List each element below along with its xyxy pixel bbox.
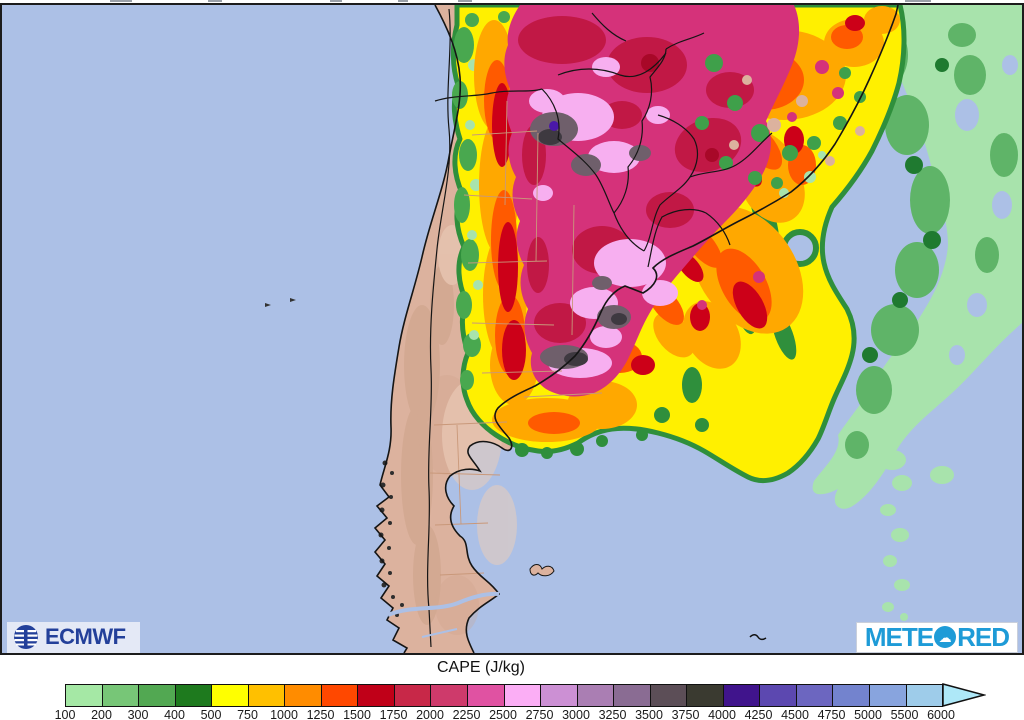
legend-segment <box>650 684 688 706</box>
legend-tick-label: 4250 <box>744 708 773 720</box>
legend-tick-label: 1000 <box>270 708 298 720</box>
legend-tick-label: 4000 <box>708 708 736 720</box>
meteored-text-prefix: METE <box>864 622 934 652</box>
ecmwf-globe-icon <box>14 625 38 649</box>
legend-tick-label: 3750 <box>671 708 700 720</box>
meteored-logo: METE ☁ RED <box>855 622 1018 653</box>
legend-tick-labels: 100 200 300 400 500 750 1000 1250 1500 1750 2000 22… <box>55 708 955 720</box>
legend-segment <box>431 684 469 706</box>
legend-segment <box>358 684 395 706</box>
legend-arrow <box>942 683 986 707</box>
legend-color-bar <box>65 683 943 707</box>
legend-segment <box>723 684 761 706</box>
legend-tick-label: 3500 <box>635 708 663 720</box>
legend-segment <box>175 684 213 706</box>
legend-tick-label: 3250 <box>598 708 627 720</box>
extreme-cape-spot <box>549 121 559 131</box>
meteored-cloud-icon: ☁ <box>934 626 957 648</box>
legend-tick-label: 300 <box>127 708 149 720</box>
cape-map-frame: ECMWF METE ☁ RED <box>0 3 1024 655</box>
country-borders <box>426 8 773 648</box>
legend-segment <box>468 684 505 706</box>
cape-map-graphic <box>2 5 1022 653</box>
legend-segment <box>796 684 834 706</box>
legend-segment <box>394 684 432 706</box>
legend-segment <box>541 684 578 706</box>
legend-tick-label: 5500 <box>890 708 919 720</box>
legend-segment <box>760 684 797 706</box>
legend-segment <box>577 684 615 706</box>
legend-segment <box>139 684 176 706</box>
clipped-title-remnants <box>0 0 1024 3</box>
legend-segment <box>285 684 322 706</box>
legend-segment <box>906 684 943 706</box>
legend-tick-label: 100 <box>54 708 76 720</box>
legend-tick-label: 6000 <box>927 708 955 720</box>
legend-segment <box>504 684 542 706</box>
coastline <box>373 5 899 653</box>
legend-tick-label: 2250 <box>452 708 481 720</box>
ecmwf-label: ECMWF <box>45 624 126 649</box>
legend-tick-label: 4500 <box>781 708 809 720</box>
legend-tick-label: 1750 <box>379 708 408 720</box>
province-borders <box>429 100 603 576</box>
legend-tick-label: 2500 <box>489 708 517 720</box>
legend-title: CAPE (J/kg) <box>436 659 526 676</box>
legend-segment <box>614 684 651 706</box>
legend-tick-label: 200 <box>91 708 112 720</box>
legend-segment <box>102 684 140 706</box>
legend-segment <box>248 684 286 706</box>
legend-segment <box>321 684 359 706</box>
legend-segment <box>66 684 103 706</box>
legend-tick-label: 3000 <box>562 708 590 720</box>
legend-tick-label: 400 <box>164 708 185 720</box>
legend-tick-label: 2750 <box>525 708 554 720</box>
cape-legend: CAPE (J/kg) 100 200 300 400 500 750 1000 1250 15… <box>0 658 1024 720</box>
magellan-strait <box>387 591 500 617</box>
cape-field <box>450 5 907 483</box>
legend-segment <box>212 684 249 706</box>
falkland-islands <box>529 564 555 577</box>
south-atlantic-island-mark <box>749 634 767 641</box>
ecmwf-logo: ECMWF <box>7 622 140 653</box>
legend-segment <box>833 684 871 706</box>
legend-segment <box>870 684 907 706</box>
pacific-islands <box>265 298 296 307</box>
ocean-green-cape-field <box>812 5 1022 612</box>
legend-tick-label: 5000 <box>854 708 882 720</box>
meteored-text-suffix: RED <box>957 622 1010 652</box>
legend-tick-label: 750 <box>237 708 258 720</box>
legend-tick-label: 500 <box>200 708 222 720</box>
legend-tick-label: 4750 <box>817 708 846 720</box>
legend-tick-label: 1250 <box>306 708 335 720</box>
legend-segment <box>687 684 724 706</box>
legend-tick-label: 2000 <box>416 708 444 720</box>
legend-tick-label: 1500 <box>343 708 371 720</box>
